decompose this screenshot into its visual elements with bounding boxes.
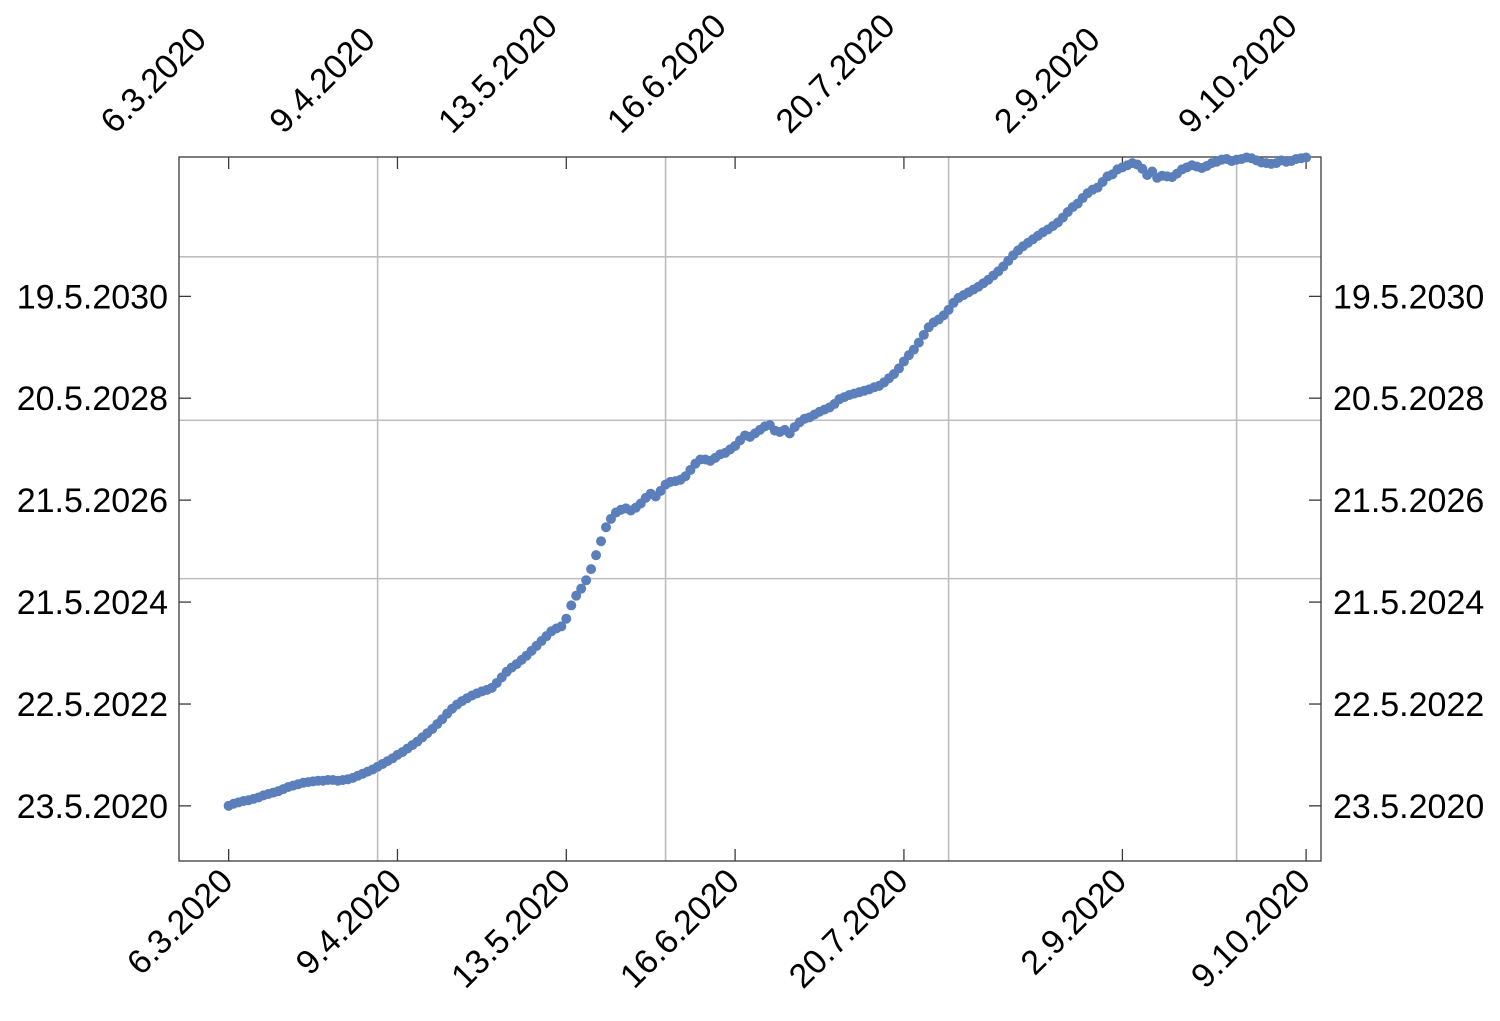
x-tick-label-top: 2.9.2020 [987, 20, 1107, 140]
data-point [566, 600, 577, 611]
axis-ticks [179, 157, 1321, 861]
y-tick-label-left: 21.5.2026 [17, 482, 168, 520]
y-tick-label-left: 21.5.2024 [17, 584, 168, 622]
x-tick-label-top: 6.3.2020 [93, 20, 213, 140]
x-tick-label-bottom: 6.3.2020 [120, 862, 240, 982]
y-tick-label-left: 20.5.2028 [17, 380, 168, 418]
data-point [581, 575, 592, 586]
x-tick-label-top: 13.5.2020 [431, 7, 565, 141]
y-tick-label-right: 23.5.2020 [1333, 788, 1484, 826]
data-point [943, 304, 954, 315]
x-tick-label-bottom: 16.6.2020 [613, 862, 747, 996]
data-point [586, 564, 597, 575]
tick-labels: 6.3.2020 6.3.2020 9.4.2020 9.4.2020 13.5.202… [17, 7, 1485, 996]
data-point [591, 550, 602, 561]
x-tick-label-top: 20.7.2020 [769, 7, 903, 141]
x-tick-label-bottom: 20.7.2020 [782, 862, 916, 996]
y-tick-label-right: 21.5.2024 [1333, 584, 1484, 622]
data-point [893, 363, 904, 374]
data-point [596, 536, 607, 547]
y-tick-label-left: 22.5.2022 [17, 686, 168, 724]
y-tick-label-right: 21.5.2026 [1333, 482, 1484, 520]
data-point [561, 613, 572, 624]
x-tick-label-top: 9.10.2020 [1171, 7, 1305, 141]
data-point [918, 329, 929, 340]
y-tick-label-right: 19.5.2030 [1333, 278, 1484, 316]
grid-lines [179, 157, 1321, 861]
data-point [1301, 152, 1312, 163]
data-point [576, 583, 587, 594]
data-point [571, 590, 582, 601]
plot-frame [178, 156, 1322, 862]
y-tick-label-right: 22.5.2022 [1333, 686, 1484, 724]
x-tick-label-bottom: 9.4.2020 [289, 862, 409, 982]
x-tick-label-bottom: 13.5.2020 [444, 862, 578, 996]
y-tick-label-left: 23.5.2020 [17, 788, 168, 826]
y-tick-label-right: 20.5.2028 [1333, 380, 1484, 418]
y-tick-label-left: 19.5.2030 [17, 278, 168, 316]
x-tick-label-top: 16.6.2020 [600, 7, 734, 141]
data-point [556, 621, 567, 632]
x-tick-label-top: 9.4.2020 [262, 20, 382, 140]
data-points [223, 152, 1312, 811]
data-point [601, 522, 612, 533]
x-tick-label-bottom: 2.9.2020 [1014, 862, 1134, 982]
x-tick-label-bottom: 9.10.2020 [1184, 862, 1318, 996]
data-point [908, 344, 919, 355]
data-point [913, 337, 924, 348]
